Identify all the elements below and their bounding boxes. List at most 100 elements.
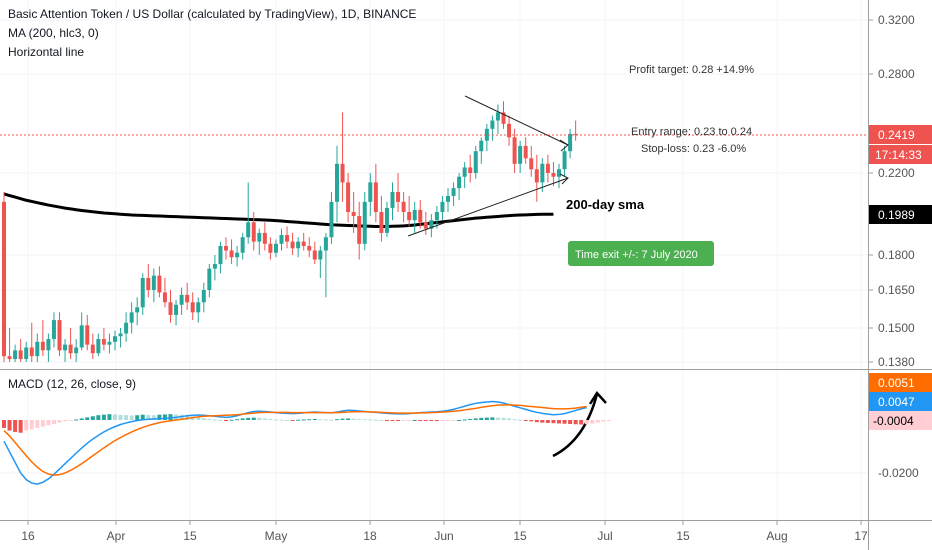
stop-loss-label[interactable]: Stop-loss: 0.23 -6.0% [641,143,746,155]
candle[interactable] [446,188,450,212]
candle[interactable] [113,330,117,351]
candle[interactable] [362,192,367,251]
candle[interactable] [146,264,151,298]
candle[interactable] [379,195,384,242]
candle[interactable] [13,344,18,362]
candle[interactable] [412,201,417,233]
macd-line[interactable] [3,400,587,485]
candle[interactable] [318,246,323,278]
candle[interactable] [124,312,129,342]
candle[interactable] [423,211,428,236]
candle[interactable] [551,161,556,187]
candle[interactable] [179,287,184,315]
candle[interactable] [229,239,234,265]
candle[interactable] [35,333,40,362]
candle[interactable] [407,195,412,227]
candle[interactable] [329,192,334,244]
candle[interactable] [434,205,439,229]
candle[interactable] [518,140,523,173]
candle[interactable] [501,101,506,129]
candle[interactable] [440,195,445,221]
candle[interactable] [490,115,495,141]
candle[interactable] [118,328,123,348]
candle[interactable] [418,199,423,229]
ma-200-line[interactable] [3,192,554,229]
candle[interactable] [63,339,68,362]
candle[interactable] [390,182,395,221]
hline-indicator-label[interactable]: Horizontal line [8,45,84,59]
macd-indicator-label[interactable]: MACD (12, 26, close, 9) [8,377,136,391]
candle[interactable] [468,154,473,183]
candle[interactable] [168,290,173,323]
candle[interactable] [29,322,34,362]
candle[interactable] [68,328,73,360]
candle[interactable] [307,237,312,258]
profit-target-label[interactable]: Profit target: 0.28 +14.9% [629,64,754,76]
signal-line[interactable] [3,404,587,476]
candle[interactable] [540,158,545,193]
candle[interactable] [196,297,201,323]
candle[interactable] [285,226,290,249]
candle[interactable] [2,192,6,362]
candle[interactable] [257,228,262,255]
ma-indicator-label[interactable]: MA (200, hlc3, 0) [8,26,99,40]
candle[interactable] [157,266,162,298]
candle[interactable] [484,123,489,152]
candle[interactable] [507,115,512,146]
candle[interactable] [335,145,339,223]
candle[interactable] [218,241,223,274]
candle[interactable] [7,328,12,362]
candle[interactable] [368,173,373,217]
price-axis[interactable]: 0.3200 0.2800 0.2200 0.1800 0.1650 0.1500 0.13… [868,13,915,369]
candle[interactable] [568,128,573,159]
candle[interactable] [235,246,240,267]
candle[interactable] [107,333,112,354]
candle[interactable] [40,320,45,357]
candle[interactable] [545,154,550,183]
candle[interactable] [240,232,245,260]
candle[interactable] [373,163,378,223]
candle[interactable] [96,333,101,357]
sma-label[interactable]: 200-day sma [566,197,645,212]
candle[interactable] [162,277,167,308]
candle[interactable] [140,273,145,315]
candle[interactable] [473,145,478,179]
candle[interactable] [151,268,156,303]
candle[interactable] [279,228,284,251]
candle[interactable] [174,299,179,326]
candle[interactable] [457,173,462,200]
candle[interactable] [479,137,484,164]
triangle-lower-trendline[interactable] [407,177,569,237]
candle[interactable] [212,255,217,281]
candle[interactable] [557,163,561,189]
candle[interactable] [135,297,140,326]
candle[interactable] [534,154,539,202]
candle[interactable] [24,341,29,362]
candle[interactable] [85,314,90,351]
candle[interactable] [273,239,278,258]
candle[interactable] [190,292,195,321]
candle[interactable] [268,237,273,260]
candle[interactable] [346,173,351,223]
candle[interactable] [74,339,79,362]
candle[interactable] [401,192,406,223]
candle[interactable] [201,282,206,313]
candle[interactable] [312,241,317,265]
candle[interactable] [79,312,84,351]
candle[interactable] [529,145,534,177]
candle[interactable] [429,213,434,238]
candle[interactable] [51,312,56,348]
candle[interactable] [301,232,306,251]
candle[interactable] [46,333,51,362]
entry-range-label[interactable]: Entry range: 0.23 to 0.24 [631,126,752,138]
candle[interactable] [296,237,301,258]
candle[interactable] [290,232,295,255]
candle[interactable] [512,128,517,173]
candle[interactable] [384,201,389,238]
candle[interactable] [224,237,228,260]
candle[interactable] [129,302,134,334]
triangle-upper-trendline[interactable] [464,95,569,146]
time-exit-box[interactable] [568,241,714,266]
candle[interactable] [185,282,190,310]
